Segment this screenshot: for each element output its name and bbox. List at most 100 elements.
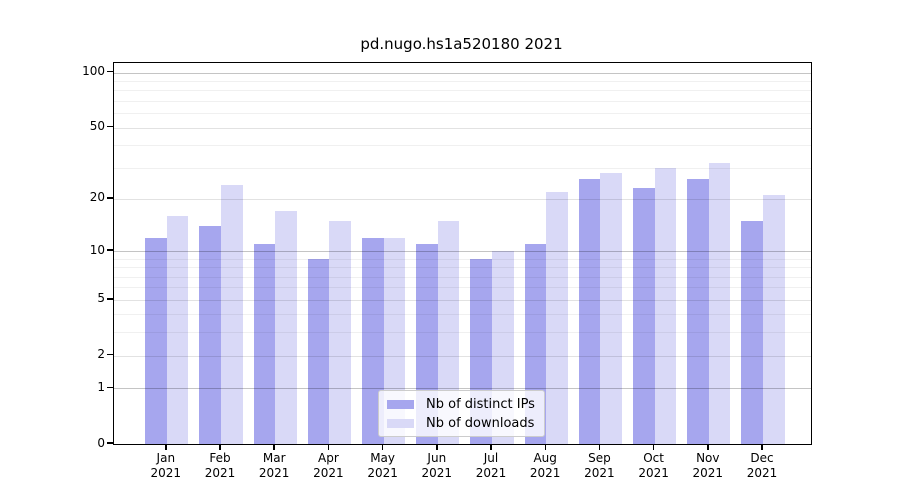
x-tick-label-month: Jul [483, 451, 499, 465]
gridline-20 [114, 198, 811, 200]
gridline-80 [114, 90, 811, 92]
gridline-60 [114, 113, 811, 115]
y-tick-label-50: 50 [89, 119, 105, 133]
legend-swatch-downloads [387, 418, 414, 428]
y-tick-label-10: 10 [89, 242, 105, 257]
y-tick-mark-10 [107, 249, 113, 251]
x-tick-label-apr: Apr 2021 [296, 451, 360, 481]
x-tick-label-year: 2021 [367, 466, 398, 480]
x-tick-mark-feb [219, 444, 221, 450]
x-tick-label-sep: Sep 2021 [567, 451, 631, 481]
bar-distinct-ips-nov [687, 178, 709, 444]
y-tick-label-1: 1 [97, 379, 105, 394]
x-tick-label-dec: Dec 2021 [730, 451, 794, 481]
gridline-2 [114, 355, 811, 357]
x-tick-mark-jan [165, 444, 167, 450]
x-tick-label-month: Jun [427, 451, 447, 465]
x-tick-mark-aug [544, 444, 546, 450]
gridline-10 [114, 251, 811, 252]
bar-distinct-ips-mar [253, 244, 276, 444]
y-tick-mark-20 [107, 197, 113, 199]
x-tick-label-month: Dec [750, 451, 774, 465]
gridline-7 [114, 276, 811, 278]
x-tick-label-month: Oct [643, 451, 664, 465]
x-tick-label-month: Apr [318, 451, 339, 465]
y-tick-mark-2 [107, 353, 113, 356]
legend: Nb of distinct IPs Nb of downloads [378, 390, 545, 437]
chart-title: pd.nugo.hs1a520180 2021 [360, 35, 563, 53]
bar-downloads-nov [708, 162, 731, 444]
gridline-3 [114, 332, 811, 334]
gridline-40 [114, 145, 811, 147]
x-tick-mark-dec [761, 444, 763, 450]
x-tick-label-year: 2021 [529, 466, 561, 480]
bar-distinct-ips-apr [307, 258, 330, 444]
x-tick-label-month: Nov [696, 451, 720, 465]
bar-downloads-jan [166, 215, 189, 444]
x-tick-label-month: Feb [209, 451, 231, 465]
x-tick-label-jan: Jan 2021 [134, 451, 198, 481]
x-tick-label-oct: Oct 2021 [622, 451, 686, 481]
x-tick-label-may: May 2021 [351, 451, 415, 481]
bar-downloads-mar [275, 211, 297, 444]
x-tick-label-feb: Feb 2021 [188, 451, 252, 481]
x-tick-label-year: 2021 [258, 466, 290, 480]
bar-distinct-ips-oct [633, 188, 655, 444]
gridline-90 [114, 80, 811, 82]
y-tick-mark-5 [107, 298, 113, 300]
gridline-70 [114, 100, 811, 102]
legend-item-downloads: Nb of downloads [387, 416, 544, 431]
x-tick-label-year: 2021 [584, 466, 615, 480]
x-tick-label-year: 2021 [150, 466, 182, 480]
legend-swatch-distinct-ips [387, 399, 414, 409]
y-tick-label-20: 20 [89, 190, 105, 205]
x-tick-label-year: 2021 [421, 466, 453, 480]
y-tick-mark-1 [107, 386, 113, 388]
gridline-8 [114, 267, 811, 269]
x-tick-mark-apr [327, 444, 330, 450]
legend-item-distinct-ips: Nb of distinct IPs [387, 397, 544, 412]
x-tick-label-jul: Jul 2021 [459, 451, 523, 481]
bar-downloads-sep [600, 172, 622, 444]
bar-downloads-aug [546, 191, 568, 444]
x-tick-label-year: 2021 [746, 466, 778, 480]
gridline-5 [114, 299, 811, 301]
x-tick-label-month: Mar [262, 451, 286, 465]
legend-label-downloads: Nb of downloads [426, 415, 535, 431]
plot-area [113, 62, 812, 445]
y-tick-label-100: 100 [82, 64, 105, 78]
x-tick-label-year: 2021 [475, 466, 507, 480]
x-tick-label-year: 2021 [313, 466, 344, 480]
x-tick-mark-may [381, 444, 384, 450]
bar-distinct-ips-dec [741, 220, 763, 444]
x-tick-label-year: 2021 [692, 466, 724, 480]
gridline-4 [114, 314, 811, 316]
y-tick-label-2: 2 [97, 347, 105, 362]
x-tick-mark-jul [490, 444, 492, 450]
bar-downloads-oct [654, 167, 677, 444]
y-tick-mark-0 [107, 442, 113, 444]
x-tick-label-month: Sep [588, 451, 611, 465]
gridline-50 [114, 127, 811, 129]
bar-downloads-dec [763, 195, 785, 444]
gridline-9 [114, 258, 811, 260]
y-tick-label-5: 5 [97, 291, 105, 306]
x-tick-label-mar: Mar 2021 [242, 451, 306, 481]
bar-downloads-jun [437, 220, 460, 444]
x-tick-mark-mar [273, 444, 275, 450]
x-tick-mark-nov [707, 444, 709, 450]
x-tick-mark-jun [436, 444, 438, 450]
gridline-6 [114, 287, 811, 289]
y-tick-label-0: 0 [97, 435, 105, 450]
x-tick-label-month: Aug [533, 451, 557, 465]
bar-distinct-ips-sep [578, 178, 601, 444]
y-tick-mark-50 [107, 125, 113, 128]
x-tick-label-aug: Aug 2021 [513, 451, 577, 481]
x-tick-label-year: 2021 [204, 466, 236, 480]
bar-distinct-ips-jan [145, 237, 167, 444]
x-tick-mark-oct [652, 444, 655, 450]
x-tick-label-year: 2021 [638, 466, 669, 480]
y-tick-mark-100 [107, 70, 113, 73]
gridline-100 [114, 72, 811, 74]
